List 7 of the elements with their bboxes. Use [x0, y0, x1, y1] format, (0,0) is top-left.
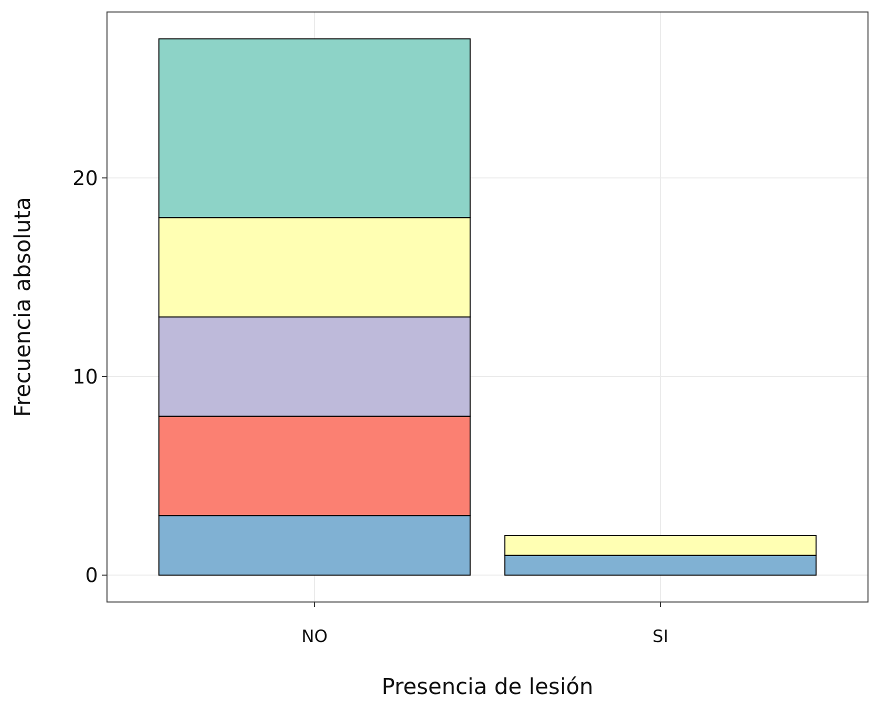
x-axis-title: Presencia de lesión: [382, 675, 594, 700]
y-tick-label: 20: [72, 166, 98, 190]
y-tick-label: 10: [72, 364, 98, 389]
x-tick-label: NO: [301, 627, 328, 647]
y-tick-label: 0: [85, 563, 98, 588]
y-axis-title: Frecuencia absoluta: [11, 197, 36, 417]
x-tick-label: SI: [652, 627, 668, 647]
